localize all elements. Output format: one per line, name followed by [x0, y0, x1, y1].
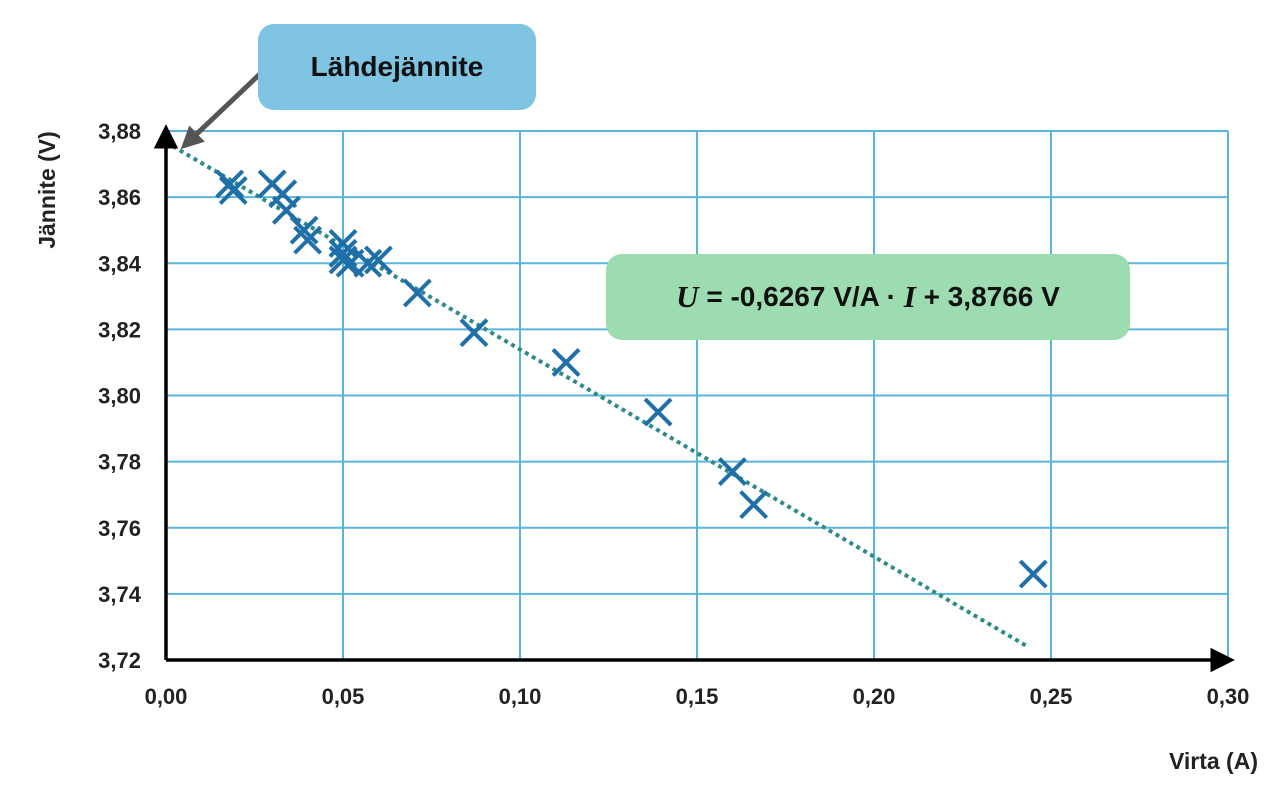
trendline: [164, 140, 1028, 648]
data-point: [293, 225, 323, 255]
y-tick-label: 3,78: [98, 450, 141, 475]
data-point: [402, 278, 432, 308]
data-point-stroke: [363, 245, 393, 275]
equation-part2: + 3,8766 V: [915, 281, 1060, 312]
y-tick-label: 3,86: [98, 185, 141, 210]
data-point: [215, 169, 245, 199]
data-point: [363, 245, 393, 275]
y-tick-label: 3,82: [98, 317, 141, 342]
trendline-layer: [164, 140, 1028, 648]
y-tick-label: 3,80: [98, 384, 141, 409]
grid: [166, 130, 1229, 660]
data-point-stroke: [328, 245, 358, 275]
equation-part1: = -0,6267 V/A ·: [698, 281, 904, 312]
x-tick-label: 0,15: [676, 684, 719, 709]
data-point-stroke: [218, 176, 248, 205]
data-point-stroke: [643, 397, 673, 427]
data-point-stroke: [215, 169, 245, 199]
x-tick-label: 0,30: [1207, 684, 1250, 709]
data-point: [739, 490, 769, 520]
data-point-stroke: [1018, 559, 1048, 589]
equation-var-u: U: [676, 279, 699, 314]
data-point-stroke: [551, 348, 581, 377]
x-axis-label: Virta (A): [1169, 748, 1258, 774]
x-tick-label: 0,00: [145, 684, 188, 709]
x-tick-label: 0,10: [499, 684, 542, 709]
y-tick-label: 3,84: [98, 251, 142, 276]
regression-equation-callout: U = -0,6267 V/A · I + 3,8766 V: [606, 254, 1130, 340]
source-voltage-callout: Lähdejännite: [258, 24, 536, 110]
data-point-stroke: [739, 490, 769, 520]
axes: [153, 124, 1235, 673]
data-point: [551, 348, 581, 377]
data-points: [215, 169, 1048, 589]
data-point-stroke: [717, 457, 747, 486]
data-point-stroke: [353, 248, 383, 278]
y-tick-label: 3,72: [98, 648, 141, 673]
y-tick-label: 3,88: [98, 119, 141, 144]
data-point: [289, 215, 319, 245]
data-point-stroke: [268, 179, 298, 209]
data-point: [353, 248, 383, 278]
data-point: [643, 397, 673, 427]
data-point-stroke: [293, 225, 323, 255]
tick-labels: 0,00 0,05 0,10 0,15 0,20 0,25 0,30 3,72 3,74 3,76…: [98, 119, 1249, 709]
y-tick-label: 3,74: [98, 582, 142, 607]
y-tick-label: 3,76: [98, 516, 141, 541]
data-point: [328, 245, 358, 275]
source-voltage-arrow: [180, 70, 264, 150]
data-point: [218, 176, 248, 205]
source-voltage-label: Lähdejännite: [310, 51, 484, 82]
data-point: [717, 457, 747, 486]
x-tick-label: 0,05: [322, 684, 365, 709]
data-point-stroke: [328, 238, 358, 268]
data-point-stroke: [289, 215, 319, 245]
equation-var-i: I: [903, 279, 916, 314]
x-tick-label: 0,25: [1030, 684, 1073, 709]
y-axis-label: Jännite (V): [34, 131, 60, 249]
data-point: [459, 318, 489, 348]
data-point-stroke: [271, 195, 301, 225]
data-point: [1018, 559, 1048, 589]
data-point-stroke: [402, 278, 432, 308]
x-tick-label: 0,20: [853, 684, 896, 709]
data-point-stroke: [459, 318, 489, 348]
